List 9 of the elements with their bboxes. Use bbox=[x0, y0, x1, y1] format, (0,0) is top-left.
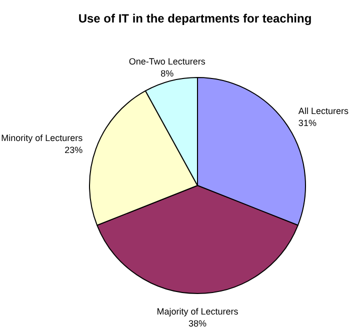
slice-label: One-Two Lecturers bbox=[128, 56, 206, 66]
data-label: 23% bbox=[64, 145, 83, 156]
data-label: 31% bbox=[298, 118, 316, 128]
slice-label: Minority of Lecturers bbox=[1, 133, 84, 144]
chart-title: Use of IT in the departments for teaching bbox=[78, 12, 312, 26]
slice-label: Majority of Lecturers bbox=[156, 306, 239, 317]
data-label: 8% bbox=[160, 68, 174, 78]
data-label: 38% bbox=[188, 318, 207, 329]
slice-label: All Lecturers bbox=[298, 106, 349, 116]
